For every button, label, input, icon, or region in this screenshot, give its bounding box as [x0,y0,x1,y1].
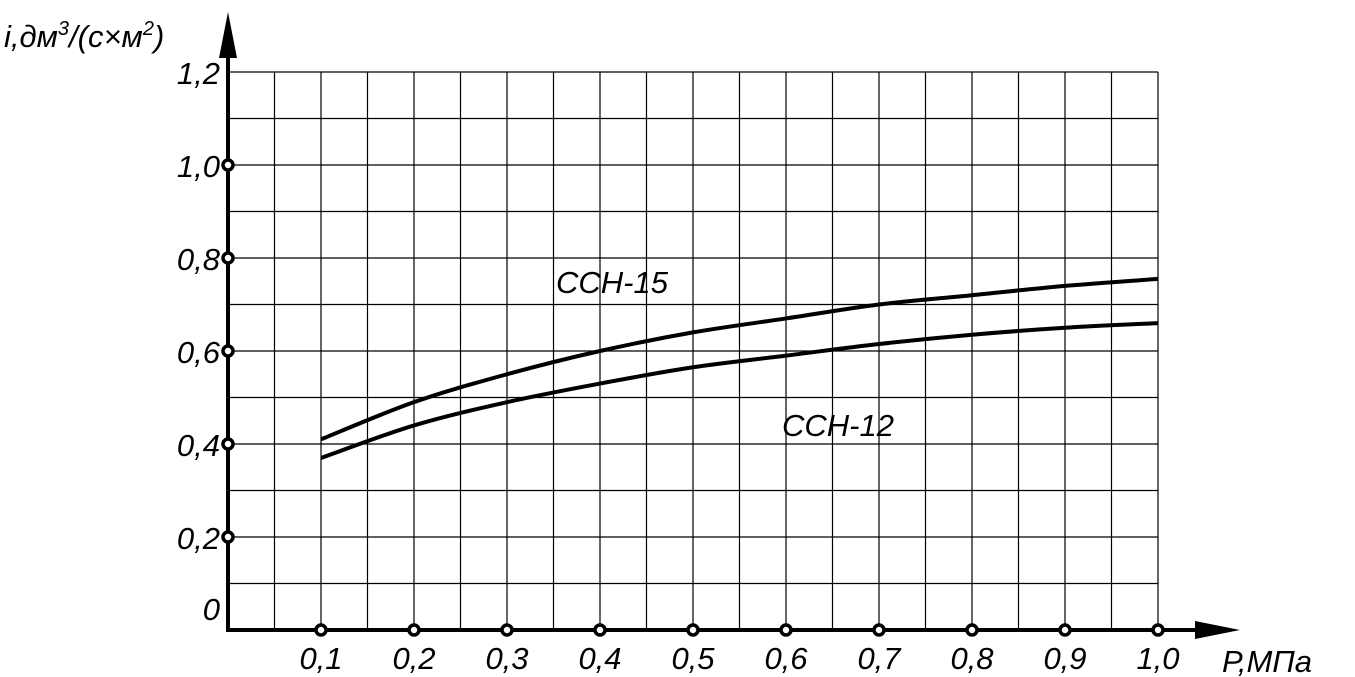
x-axis-title: Р,МПа [1222,644,1312,677]
series-lines [320,276,1159,460]
y-axis-arrow [219,12,237,58]
x-tick-mark [593,623,607,637]
y-axis-title-sup1: 3 [58,18,69,40]
x-tick-mark [872,623,886,637]
series-label-ssn-12: ССН-12 [782,408,894,443]
y-tick-mark [221,344,235,358]
y-tick-mark [221,251,235,265]
x-tick-label: 0,9 [1043,641,1086,676]
y-tick-mark [221,158,235,172]
series-labels: ССН-15 ССН-12 [556,265,894,443]
series-line-ssn-12 [320,321,1159,460]
y-tick-label: 1,0 [177,149,220,184]
x-tick-mark [407,623,421,637]
y-tick-mark [221,530,235,544]
series-label-ssn-15: ССН-15 [556,265,669,300]
x-tick-label: 0,4 [578,641,621,676]
x-tick-mark [314,623,328,637]
tick-marks [221,158,1165,637]
x-tick-label: 1,0 [1136,641,1179,676]
y-tick-label: 0 [203,592,220,627]
y-axis-title-mid: /(с×м [67,19,143,54]
y-axis-title-end: ) [150,19,164,54]
y-tick-label: 0,4 [177,428,220,463]
y-axis-title-base: i,дм [4,19,58,54]
y-tick-label: 0,8 [177,242,221,277]
x-tick-label: 0,5 [671,641,715,676]
tick-labels: 0,1 0,2 0,3 0,4 0,5 0,6 0,7 0,8 0,9 1,0 0 0,2 0,4 0,6… [177,56,1180,676]
x-tick-label: 0,3 [485,641,528,676]
x-tick-label: 0,1 [299,641,342,676]
x-tick-mark [500,623,514,637]
x-tick-label: 0,6 [764,641,808,676]
x-tick-label: 0,7 [857,641,902,676]
y-tick-mark [221,437,235,451]
x-tick-label: 0,8 [950,641,994,676]
x-tick-mark [1151,623,1165,637]
x-tick-label: 0,2 [392,641,435,676]
y-tick-label: 0,2 [177,521,220,556]
x-tick-mark [1058,623,1072,637]
x-tick-mark [965,623,979,637]
y-axis-title: i,дм3/(с×м2) [4,18,164,54]
y-tick-label: 1,2 [177,56,220,91]
x-tick-mark [686,623,700,637]
y-tick-label: 0,6 [177,335,221,370]
series-line-ssn-15 [320,276,1159,442]
x-tick-mark [779,623,793,637]
grid [228,71,1159,630]
x-axis-arrow [1195,621,1240,639]
y-axis-title-sup2: 2 [142,18,154,40]
